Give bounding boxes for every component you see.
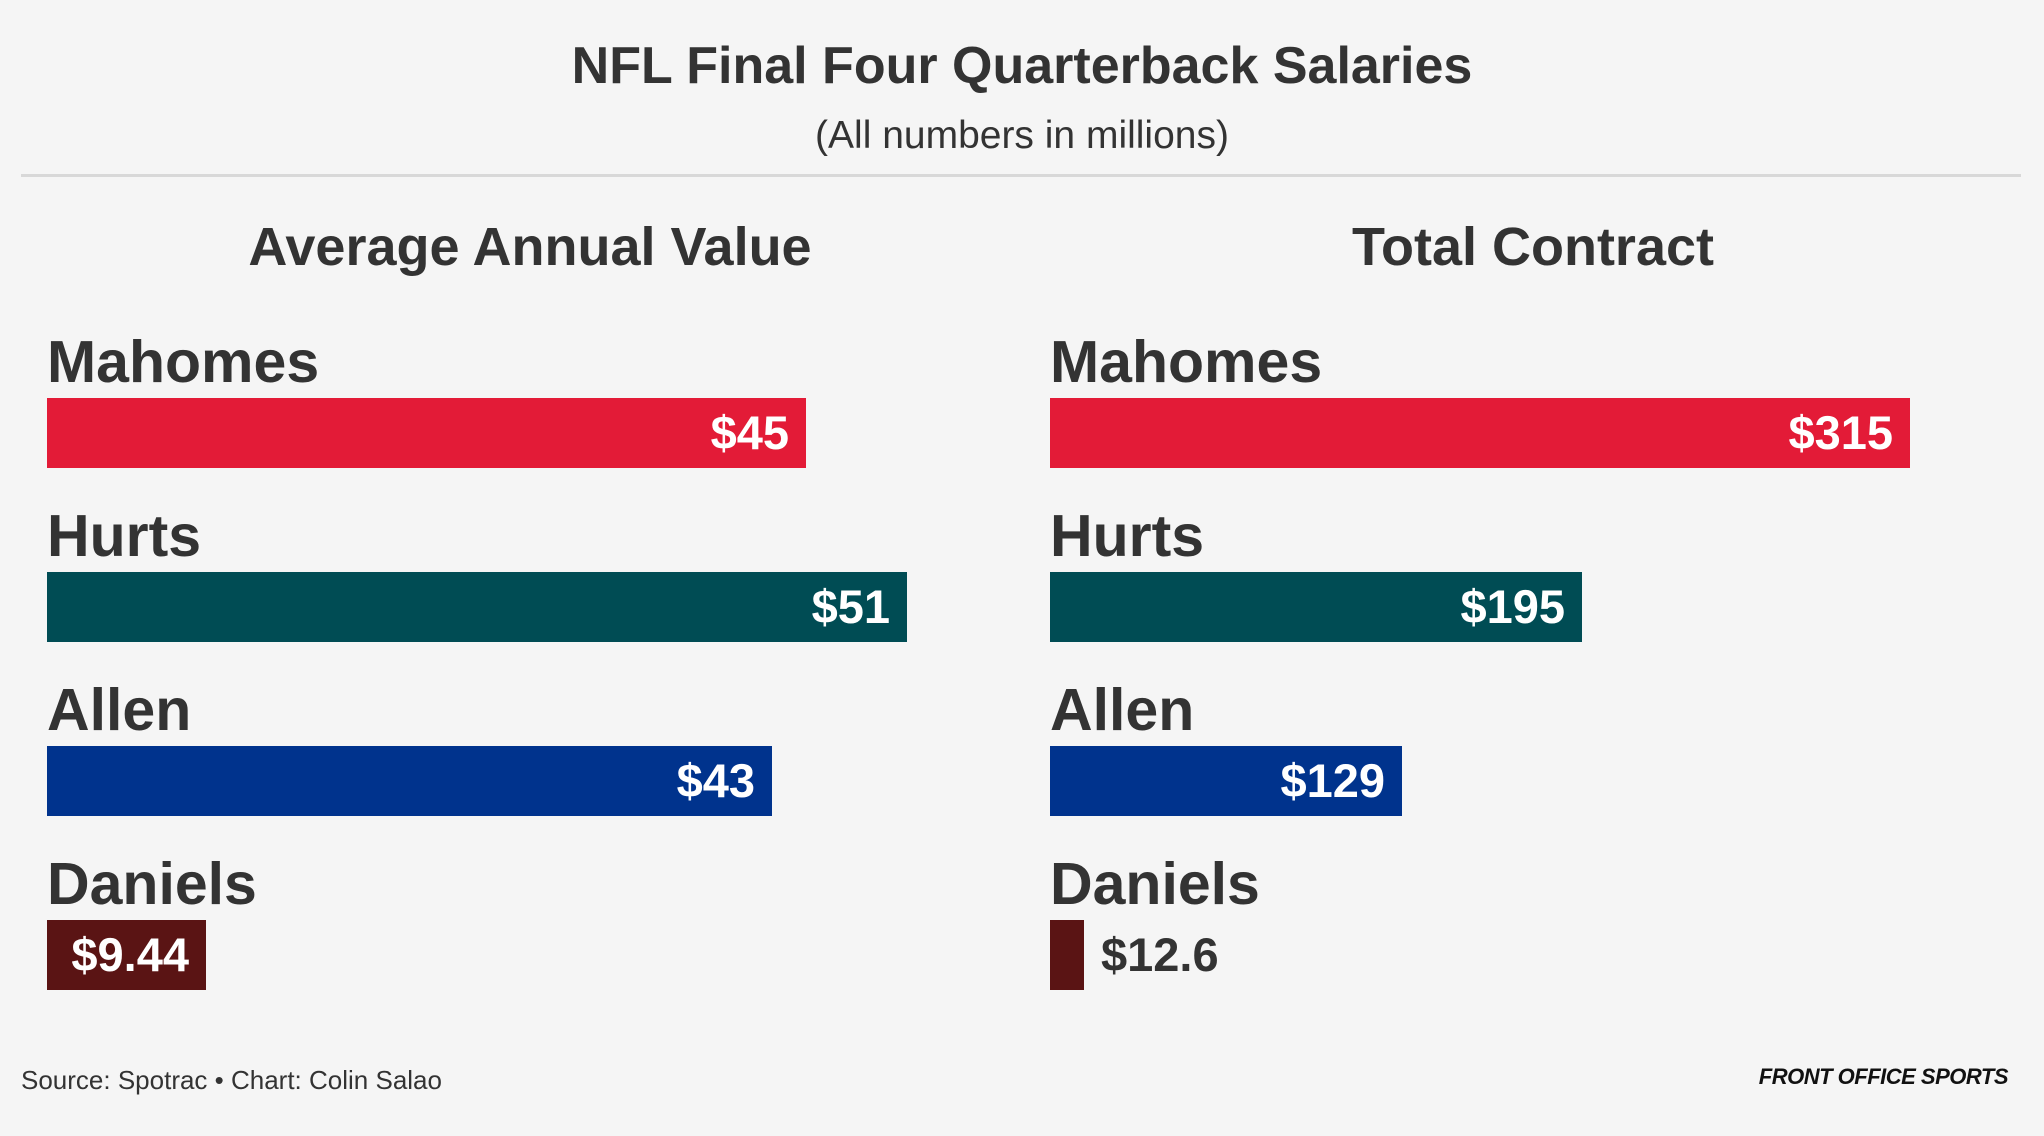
category-label: Hurts [47, 503, 202, 569]
category-label: Hurts [1050, 503, 1205, 569]
category-label: Daniels [1050, 851, 1260, 917]
bar [47, 572, 907, 642]
bar [47, 398, 806, 468]
bar-row-daniels: Daniels $12.6 [1050, 852, 2044, 1022]
bar [1050, 398, 1910, 468]
bar [1050, 920, 1084, 990]
bar-row-mahomes: Mahomes $45 [47, 330, 1047, 500]
data-label: $195 [1460, 580, 1565, 633]
data-label: $45 [710, 406, 789, 459]
category-label: Mahomes [1050, 329, 1323, 395]
category-label: Daniels [47, 851, 257, 917]
data-label: $315 [1788, 406, 1893, 459]
header-divider [21, 174, 2021, 177]
bar [47, 920, 206, 990]
brand-logo: FRONT OFFICE SPORTS [1758, 1064, 2009, 1089]
bar-row-daniels: Daniels $9.44 [47, 852, 1047, 1022]
chart-title: NFL Final Four Quarterback Salaries [571, 37, 1473, 95]
panel-title: Total Contract [1352, 217, 1714, 277]
category-label: Mahomes [47, 329, 320, 395]
bar-row-hurts: Hurts $51 [47, 504, 1047, 674]
chart-subtitle: (All numbers in millions) [815, 114, 1229, 157]
bar-row-allen: Allen $129 [1050, 678, 2044, 848]
panel-title: Average Annual Value [248, 217, 812, 277]
data-label: $129 [1280, 754, 1385, 807]
data-label: $9.44 [71, 928, 189, 981]
data-label: $43 [676, 754, 755, 807]
bar-row-mahomes: Mahomes $315 [1050, 330, 2044, 500]
category-label: Allen [47, 677, 192, 743]
bar [47, 746, 772, 816]
data-label: $12.6 [1101, 928, 1219, 981]
bar [1050, 746, 1402, 816]
bar-row-hurts: Hurts $195 [1050, 504, 2044, 674]
bar [1050, 572, 1582, 642]
data-label: $51 [811, 580, 890, 633]
category-label: Allen [1050, 677, 1195, 743]
source-credit: Source: Spotrac • Chart: Colin Salao [21, 1065, 442, 1095]
bar-row-allen: Allen $43 [47, 678, 1047, 848]
